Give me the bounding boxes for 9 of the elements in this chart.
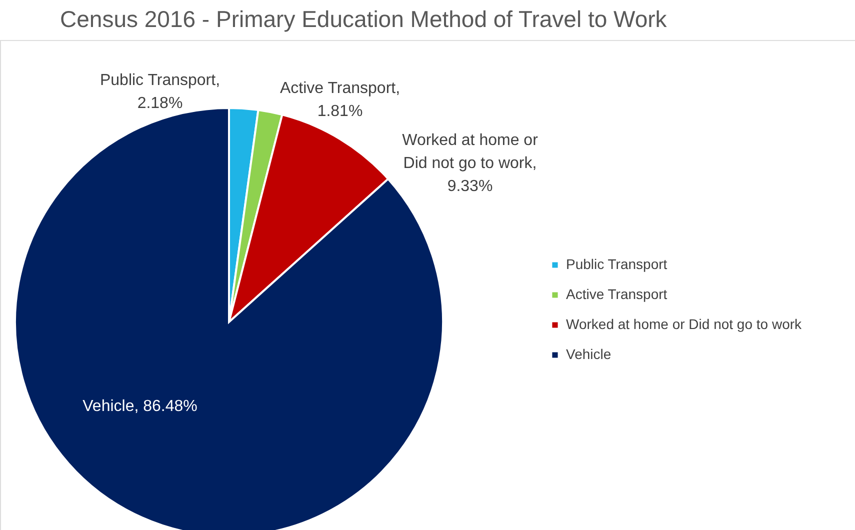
data-label: Active Transport, 1.81%	[280, 80, 400, 120]
chart-title: Census 2016 - Primary Education Method of Travel to Work	[60, 6, 668, 32]
legend-label: Public Transport	[566, 256, 668, 272]
legend-label: Worked at home or Did not go to work	[566, 316, 803, 332]
legend-label: Active Transport	[566, 286, 668, 302]
data-label: Worked at home or Did not go to work, 9.33%	[402, 132, 539, 195]
legend-label: Vehicle	[566, 346, 612, 362]
data-label: Vehicle, 86.48%	[82, 398, 198, 415]
data-label: Public Transport, 2.18%	[100, 72, 220, 112]
